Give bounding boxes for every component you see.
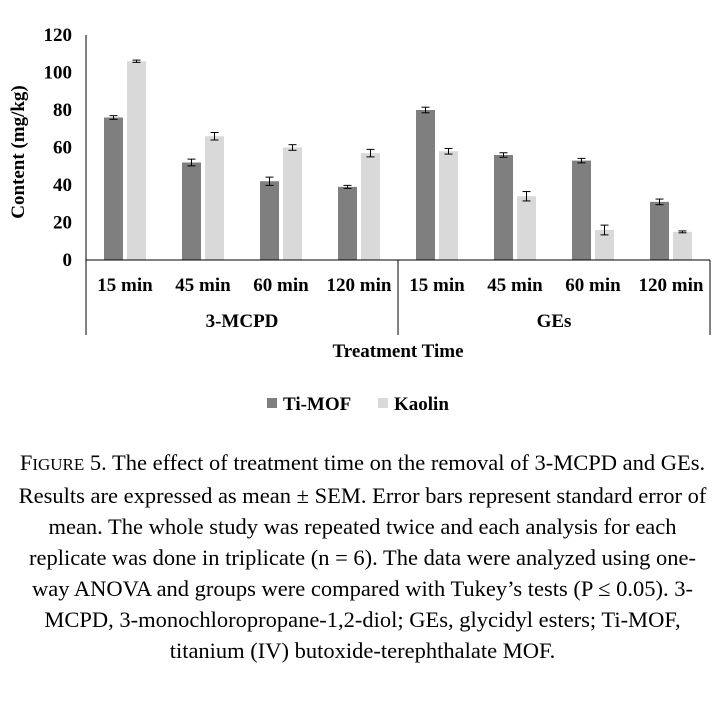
bar-kaolin (439, 151, 458, 260)
x-tick-label: 45 min (487, 275, 543, 296)
bar-ti-mof (416, 110, 435, 260)
error-bar (366, 148, 375, 158)
caption-label: FIGURE 5. (19, 450, 107, 475)
bar-chart: 0 20 40 60 80 100 120 15 min 45 min 60 min 120 mi… (8, 25, 711, 415)
error-bar (522, 191, 531, 202)
bar-kaolin (361, 153, 380, 260)
error-bar (499, 152, 508, 158)
error-bar (132, 59, 141, 63)
x-tick-label: 60 min (565, 275, 621, 296)
x-axis: 15 min 45 min 60 min 120 min 15 min 45 min 60 … (85, 259, 711, 335)
error-bar (600, 224, 609, 236)
error-bar (678, 230, 687, 234)
bar-kaolin (283, 147, 302, 260)
bar-ti-mof (104, 117, 123, 260)
error-bar (577, 157, 586, 164)
y-tick-label: 60 (53, 138, 72, 159)
error-bar (288, 144, 297, 151)
bar-ti-mof (338, 186, 357, 260)
error-bar (210, 132, 219, 141)
x-tick-label: 120 min (327, 275, 392, 296)
x-tick-label: 60 min (253, 275, 309, 296)
legend: Ti-MOF Kaolin (267, 394, 449, 415)
error-bar (421, 106, 430, 114)
x-tick-label: 15 min (97, 275, 153, 296)
legend-item: Ti-MOF (267, 394, 351, 415)
error-bar (444, 147, 453, 155)
bar-ti-mof (494, 155, 513, 260)
x-tick-label: 15 min (409, 275, 465, 296)
error-bar (655, 198, 664, 206)
legend-label: Kaolin (394, 394, 449, 415)
x-tick-label: 120 min (639, 275, 704, 296)
group-label: 3-MCPD (206, 311, 279, 332)
caption-text: The effect of treatment time on the remo… (18, 450, 707, 663)
legend-label: Ti-MOF (283, 394, 351, 415)
error-bar (187, 158, 196, 167)
x-axis-title: Treatment Time (332, 341, 463, 362)
bar-kaolin (673, 231, 692, 260)
bar-kaolin (517, 196, 536, 260)
y-tick-label: 120 (44, 25, 73, 46)
bar-kaolin (205, 136, 224, 260)
x-tick-label: 45 min (175, 275, 231, 296)
bar-kaolin (595, 230, 614, 260)
y-tick-label: 100 (44, 63, 73, 84)
bars (104, 59, 692, 260)
figure-caption: FIGURE 5. The effect of treatment time o… (14, 447, 711, 666)
bar-ti-mof (572, 160, 591, 260)
y-tick-label: 80 (53, 100, 72, 121)
legend-swatch (267, 398, 277, 408)
y-axis: 0 20 40 60 80 100 120 (44, 25, 87, 271)
y-tick-label: 40 (53, 175, 72, 196)
legend-swatch (378, 398, 388, 408)
error-bar (109, 115, 118, 120)
group-label: GEs (537, 311, 572, 332)
error-bar (265, 176, 274, 186)
y-tick-label: 0 (63, 250, 73, 271)
y-tick-label: 20 (53, 213, 72, 234)
bar-kaolin (127, 61, 146, 260)
error-bar (343, 184, 352, 189)
bar-ti-mof (182, 162, 201, 260)
legend-item: Kaolin (378, 394, 449, 415)
bar-ti-mof (260, 181, 279, 260)
y-axis-title: Content (mg/kg) (8, 85, 29, 219)
bar-ti-mof (650, 201, 669, 260)
